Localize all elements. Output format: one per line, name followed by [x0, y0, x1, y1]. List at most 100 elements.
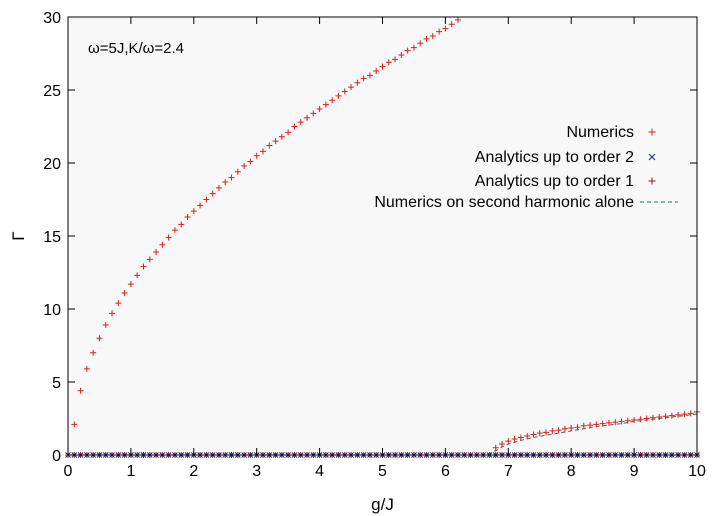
data-point: [385, 59, 392, 66]
legend-symbol: [648, 177, 656, 185]
data-point: [429, 32, 436, 39]
y-tick-label: 30: [43, 10, 61, 27]
data-point: [366, 72, 373, 79]
data-point: [574, 424, 581, 431]
data-point: [159, 241, 166, 248]
data-point: [668, 412, 675, 419]
data-point: [171, 227, 178, 234]
data-point: [549, 427, 556, 434]
data-point: [687, 410, 694, 417]
data-point: [612, 419, 619, 426]
data-point: [77, 387, 84, 394]
legend-label-numerics: Numerics: [566, 124, 634, 141]
data-point: [197, 202, 204, 209]
data-point: [618, 418, 625, 425]
x-tick-label: 7: [504, 463, 513, 480]
data-point: [203, 196, 210, 203]
y-tick-label: 15: [43, 229, 61, 246]
data-point: [109, 310, 116, 317]
data-point: [253, 152, 260, 159]
data-point: [675, 411, 682, 418]
x-tick-label: 4: [315, 463, 324, 480]
data-point: [278, 133, 285, 140]
data-point: [228, 174, 235, 181]
data-point: [505, 438, 512, 445]
y-axis-label: Γ: [9, 231, 28, 240]
data-point: [209, 190, 216, 197]
data-point: [285, 129, 292, 136]
data-point: [140, 263, 147, 270]
data-point: [102, 322, 109, 329]
x-tick-label: 10: [688, 463, 706, 480]
data-point: [543, 429, 550, 436]
legend-label-second-harmonic: Numerics on second harmonic alone: [374, 194, 634, 211]
data-point: [360, 75, 367, 82]
legend-symbol: [648, 153, 656, 161]
data-point: [115, 300, 122, 307]
data-point: [404, 47, 411, 54]
data-point: [335, 92, 342, 99]
data-point: [536, 430, 543, 437]
data-point: [373, 68, 380, 75]
data-point: [511, 435, 518, 442]
y-tick-label: 20: [43, 156, 61, 173]
data-point: [637, 416, 644, 423]
data-point: [241, 162, 248, 169]
data-point: [259, 148, 266, 155]
data-point: [643, 415, 650, 422]
data-point: [291, 123, 298, 130]
data-point: [153, 249, 160, 256]
data-point: [348, 84, 355, 91]
data-point: [649, 414, 656, 421]
data-point: [165, 234, 172, 241]
data-point: [656, 414, 663, 421]
data-point: [410, 44, 417, 51]
x-axis-label: g/J: [371, 495, 394, 514]
data-point: [316, 105, 323, 112]
data-point: [442, 25, 449, 32]
data-point: [561, 425, 568, 432]
x-tick-label: 8: [567, 463, 576, 480]
data-point: [417, 40, 424, 47]
data-point: [492, 444, 499, 451]
axis-ticks: 0 1 2 3 4 5 6 7 8 9 10 0 5 10 15 20 25 30: [43, 10, 706, 480]
data-point: [392, 56, 399, 63]
data-point: [190, 208, 197, 215]
data-point: [297, 119, 304, 126]
data-point: [247, 158, 254, 165]
data-point: [517, 434, 524, 441]
data-point: [127, 281, 134, 288]
data-point: [580, 422, 587, 429]
data-point: [555, 427, 562, 434]
data-point: [304, 114, 311, 121]
legend-label-analytics-order-1: Analytics up to order 1: [475, 173, 634, 190]
data-point: [215, 184, 222, 191]
data-point: [310, 110, 317, 117]
x-tick-label: 5: [378, 463, 387, 480]
data-point: [436, 28, 443, 35]
data-point: [398, 51, 405, 58]
legend-symbol: [648, 128, 656, 136]
series-0: [65, 16, 700, 458]
data-point: [146, 256, 153, 263]
data-point: [530, 431, 537, 438]
data-point: [568, 424, 575, 431]
data-point: [354, 79, 361, 86]
x-tick-label: 6: [441, 463, 450, 480]
data-point: [662, 413, 669, 420]
data-point: [266, 142, 273, 149]
x-tick-label: 9: [630, 463, 639, 480]
data-point: [90, 349, 97, 356]
data-point: [178, 221, 185, 228]
data-point: [184, 214, 191, 221]
data-point: [329, 97, 336, 104]
chart-annotation: ω=5J,K/ω=2.4: [88, 40, 184, 57]
data-point: [524, 433, 531, 440]
data-point: [599, 420, 606, 427]
data-point: [605, 419, 612, 426]
x-tick-label: 2: [189, 463, 198, 480]
data-point: [593, 421, 600, 428]
plot-area: [68, 17, 697, 455]
data-point: [499, 441, 506, 448]
